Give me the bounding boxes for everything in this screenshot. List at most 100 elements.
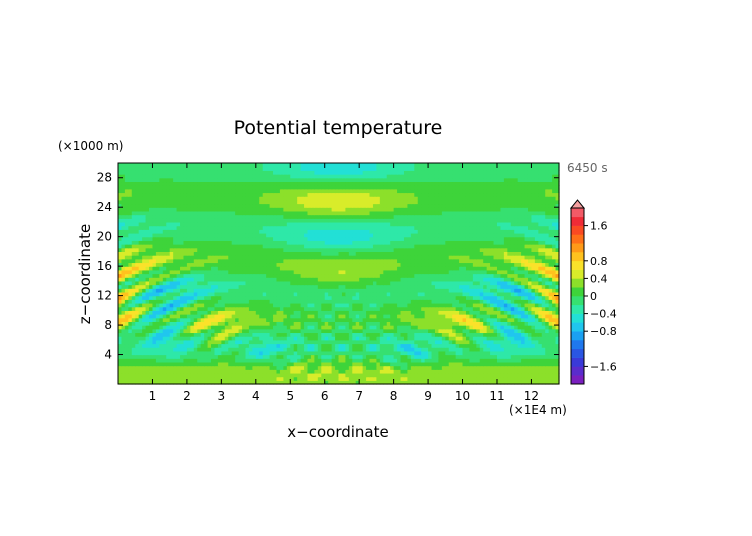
heatmap-cell: [445, 328, 450, 334]
heatmap-cell: [335, 273, 340, 278]
heatmap-cell: [462, 369, 467, 374]
heatmap-cell: [428, 328, 433, 334]
heatmap-cell: [238, 266, 243, 271]
heatmap-cell: [403, 358, 409, 363]
heatmap-cell: [259, 336, 264, 341]
heatmap-cell: [428, 369, 433, 374]
heatmap-cell: [276, 291, 281, 297]
heatmap-cell: [507, 314, 512, 319]
heatmap-cell: [424, 258, 429, 264]
heatmap-cell: [386, 339, 391, 345]
heatmap-cell: [149, 336, 154, 341]
heatmap-cell: [369, 306, 374, 311]
heatmap-cell: [545, 380, 550, 385]
heatmap-cell: [503, 277, 508, 282]
heatmap-cell: [490, 269, 495, 275]
heatmap-cell: [286, 255, 291, 260]
heatmap-cell: [500, 321, 505, 326]
heatmap-cell: [341, 269, 346, 275]
heatmap-cell: [527, 244, 533, 249]
heatmap-cell: [493, 332, 498, 337]
heatmap-cell: [552, 321, 557, 326]
heatmap-cell: [224, 380, 229, 385]
heatmap-cell: [462, 291, 467, 297]
heatmap-cell: [283, 372, 288, 378]
heatmap-cell: [286, 251, 291, 256]
heatmap-cell: [548, 273, 553, 278]
heatmap-cell: [514, 247, 519, 252]
heatmap-cell: [221, 244, 226, 249]
heatmap-cell: [297, 332, 302, 337]
heatmap-cell: [472, 277, 477, 282]
heatmap-cell: [262, 358, 267, 363]
heatmap-cell: [448, 376, 453, 381]
heatmap-cell: [359, 325, 364, 330]
heatmap-cell: [459, 247, 464, 252]
heatmap-cell: [445, 244, 450, 249]
heatmap-cell: [228, 343, 233, 348]
heatmap-cell: [166, 336, 171, 341]
heatmap-cell: [383, 321, 388, 326]
heatmap-cell: [552, 273, 557, 278]
heatmap-cell: [362, 299, 367, 304]
heatmap-cell: [486, 273, 491, 278]
heatmap-cell: [400, 350, 405, 356]
heatmap-cell: [149, 255, 154, 260]
heatmap-cell: [221, 240, 226, 245]
heatmap-cell: [211, 295, 216, 300]
heatmap-cell: [445, 376, 450, 381]
heatmap-cell: [121, 280, 126, 286]
heatmap-cell: [510, 306, 515, 311]
heatmap-cell: [521, 339, 526, 345]
heatmap-cell: [417, 295, 422, 300]
heatmap-cell: [469, 280, 474, 286]
heatmap-cell: [276, 266, 281, 271]
heatmap-cell: [224, 317, 229, 322]
heatmap-cell: [486, 317, 491, 322]
heatmap-cell: [531, 310, 536, 315]
heatmap-cell: [269, 358, 274, 363]
heatmap-cell: [355, 369, 360, 374]
heatmap-cell: [527, 262, 533, 267]
heatmap-cell: [242, 372, 247, 378]
heatmap-cell: [286, 314, 291, 319]
heatmap-cell: [176, 321, 181, 326]
heatmap-cell: [483, 365, 488, 370]
heatmap-cell: [545, 288, 550, 293]
heatmap-cell: [493, 372, 498, 378]
heatmap-cell: [245, 314, 250, 319]
heatmap-cell: [390, 258, 395, 264]
heatmap-cell: [438, 358, 443, 363]
heatmap-cell: [238, 317, 243, 322]
heatmap-cell: [207, 269, 212, 275]
heatmap-cell: [266, 361, 271, 367]
heatmap-cell: [383, 295, 388, 300]
heatmap-cell: [517, 376, 522, 381]
heatmap-cell: [345, 251, 350, 256]
heatmap-cell: [417, 291, 422, 297]
heatmap-cell: [372, 317, 377, 322]
heatmap-cell: [235, 306, 240, 311]
heatmap-cell: [372, 339, 377, 345]
heatmap-cell: [424, 325, 429, 330]
heatmap-cell: [366, 339, 371, 345]
heatmap-cell: [214, 251, 219, 256]
heatmap-cell: [379, 358, 384, 363]
heatmap-cell: [434, 295, 440, 300]
heatmap-cell: [118, 291, 123, 297]
heatmap-cell: [410, 332, 415, 337]
heatmap-cell: [166, 262, 171, 267]
heatmap-cell: [424, 255, 429, 260]
heatmap-cell: [386, 306, 391, 311]
heatmap-cell: [273, 251, 278, 256]
heatmap-cell: [269, 339, 274, 345]
heatmap-cell: [245, 306, 250, 311]
heatmap-cell: [483, 306, 488, 311]
heatmap-cell: [438, 258, 443, 264]
heatmap-cell: [169, 299, 174, 304]
heatmap-cell: [448, 258, 453, 264]
heatmap-cell: [128, 273, 133, 278]
heatmap-cell: [242, 240, 247, 245]
heatmap-cell: [507, 258, 512, 264]
heatmap-cell: [345, 376, 350, 381]
